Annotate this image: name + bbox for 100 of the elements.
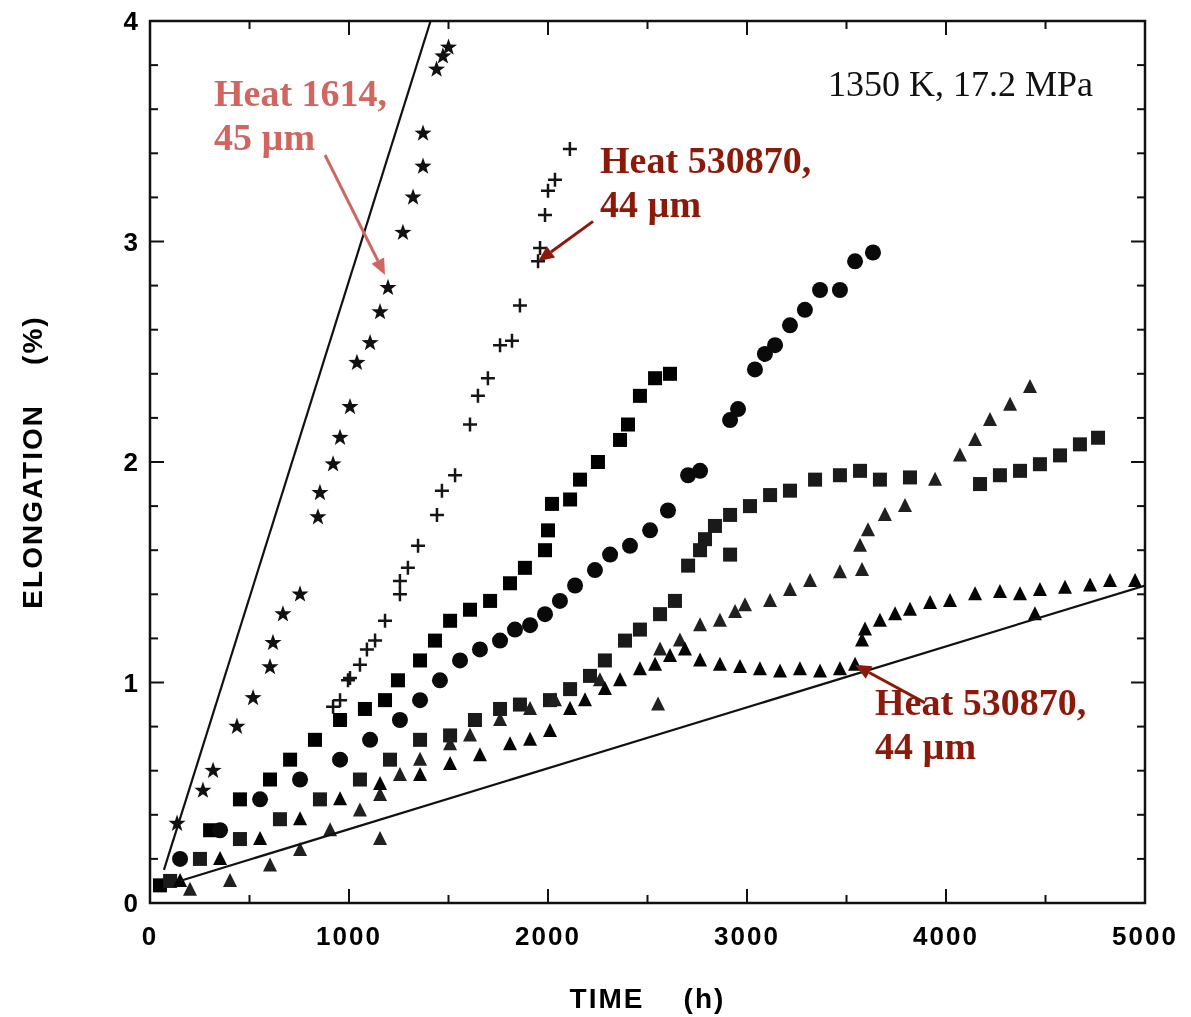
point xyxy=(172,850,189,867)
point xyxy=(602,546,619,563)
point xyxy=(733,659,748,674)
point xyxy=(512,697,527,712)
point xyxy=(443,728,458,743)
point xyxy=(307,732,322,747)
point xyxy=(618,633,633,648)
point xyxy=(414,124,432,141)
point xyxy=(292,771,309,788)
point xyxy=(483,593,498,608)
point xyxy=(653,607,668,622)
point xyxy=(503,332,521,349)
point xyxy=(847,253,864,270)
point xyxy=(546,171,564,189)
point xyxy=(563,682,578,697)
point xyxy=(902,470,917,485)
point xyxy=(433,482,451,499)
point xyxy=(471,641,488,658)
point xyxy=(232,832,247,847)
point xyxy=(252,791,269,808)
point xyxy=(632,661,647,676)
point xyxy=(542,723,557,738)
point xyxy=(412,692,429,709)
point xyxy=(173,872,188,887)
point xyxy=(707,518,722,533)
point xyxy=(888,606,903,621)
point xyxy=(371,303,389,320)
point xyxy=(427,633,442,648)
point xyxy=(872,472,887,487)
point xyxy=(832,468,847,483)
point xyxy=(973,477,988,492)
point xyxy=(232,792,247,807)
point xyxy=(590,455,605,469)
point xyxy=(712,656,727,671)
point xyxy=(813,663,828,678)
point xyxy=(443,613,458,628)
point xyxy=(358,641,376,658)
point xyxy=(253,831,268,846)
point xyxy=(228,717,246,734)
point xyxy=(621,537,638,554)
point xyxy=(376,612,394,630)
point xyxy=(796,301,813,318)
point xyxy=(742,499,757,514)
point xyxy=(462,727,477,742)
point xyxy=(752,661,767,676)
point xyxy=(413,751,428,766)
point xyxy=(832,661,847,676)
point xyxy=(728,603,743,618)
point xyxy=(1032,457,1047,472)
point xyxy=(366,632,384,649)
point xyxy=(877,506,892,521)
point xyxy=(662,366,677,381)
annotation: Heat 530870, 44 µm xyxy=(600,139,812,226)
point xyxy=(982,412,997,427)
point xyxy=(928,471,943,486)
point xyxy=(621,417,635,432)
point xyxy=(261,658,279,675)
point xyxy=(763,592,778,607)
point xyxy=(586,562,603,579)
point xyxy=(428,506,446,524)
point xyxy=(812,282,829,299)
point xyxy=(832,564,847,579)
point xyxy=(331,428,349,446)
point xyxy=(563,492,578,507)
point xyxy=(446,466,464,484)
point xyxy=(392,767,407,782)
point xyxy=(263,857,277,872)
point xyxy=(803,573,818,588)
point xyxy=(213,850,228,865)
point xyxy=(651,696,666,711)
point xyxy=(613,432,628,447)
point xyxy=(942,592,957,607)
point xyxy=(491,336,509,354)
point xyxy=(523,731,538,746)
point xyxy=(283,752,298,767)
point xyxy=(472,747,487,762)
point xyxy=(632,622,647,637)
point xyxy=(357,701,372,716)
point xyxy=(1003,396,1018,411)
point xyxy=(539,182,557,200)
point xyxy=(756,345,773,362)
point xyxy=(1072,437,1087,452)
point xyxy=(469,387,487,405)
x-tick-label: 2000 xyxy=(515,921,581,951)
point xyxy=(351,656,369,674)
point xyxy=(163,873,178,888)
point xyxy=(992,468,1007,483)
point xyxy=(1102,573,1117,588)
point xyxy=(1022,379,1037,394)
point xyxy=(312,792,327,807)
point xyxy=(461,416,479,433)
point xyxy=(333,712,348,727)
point xyxy=(898,498,913,513)
point xyxy=(204,761,222,778)
point xyxy=(662,648,677,663)
point xyxy=(362,731,379,748)
point xyxy=(311,483,329,501)
point xyxy=(192,851,207,866)
point xyxy=(272,812,287,827)
point xyxy=(547,692,562,707)
